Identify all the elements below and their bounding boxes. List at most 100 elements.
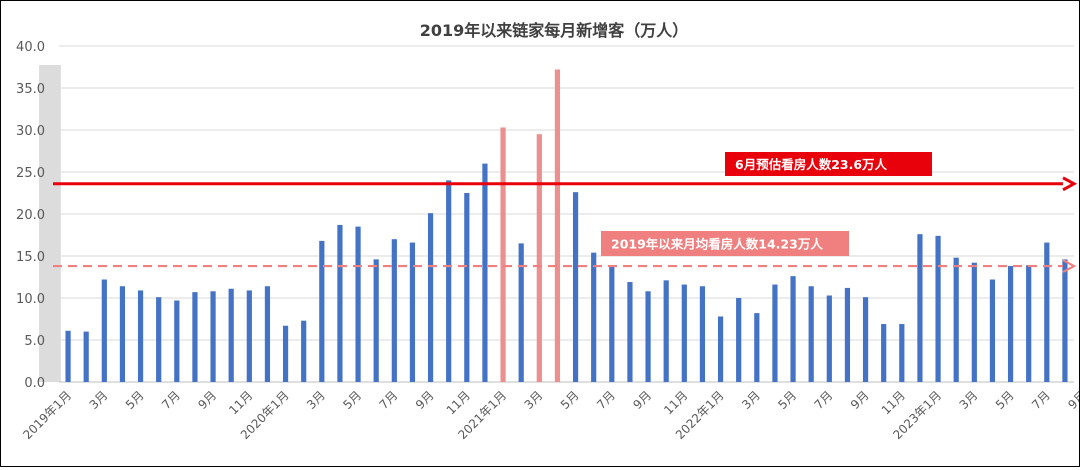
x-tick-label: 7月 (377, 388, 401, 412)
bar (1026, 265, 1032, 382)
bar (65, 330, 71, 382)
reference-label: 2019年以来月均看房人数14.23万人 (611, 237, 823, 252)
x-tick-label: 5月 (993, 388, 1017, 412)
x-tick-label: 5月 (775, 388, 799, 412)
x-tick-label: 5月 (340, 388, 364, 412)
bar (192, 292, 198, 382)
x-tick-label: 9月 (1065, 388, 1079, 412)
bar (554, 69, 561, 383)
bar (953, 257, 959, 382)
bar (319, 240, 325, 382)
bar (1062, 259, 1068, 382)
bar (736, 298, 742, 382)
bar (518, 243, 524, 382)
y-tick-label: 15.0 (16, 250, 45, 265)
y-tick-label: 0.0 (24, 376, 45, 391)
bar (772, 284, 778, 382)
x-tick-label: 7月 (159, 388, 183, 412)
bar (137, 290, 144, 382)
x-tick-label: 7月 (812, 388, 836, 412)
y-tick-label: 25.0 (16, 166, 45, 181)
bar (337, 224, 343, 382)
x-tick-label: 3月 (304, 388, 328, 412)
bar (427, 213, 434, 382)
bar (681, 284, 687, 382)
bar (446, 180, 452, 382)
y-tick-label: 35.0 (16, 82, 45, 97)
y-tick-label: 40.0 (16, 40, 45, 55)
bar (373, 259, 379, 382)
y-tick-label: 30.0 (16, 124, 45, 139)
y-tick-label: 20.0 (16, 208, 45, 223)
bar (899, 324, 905, 382)
bar (808, 286, 814, 382)
reference-label-box (725, 152, 932, 176)
x-tick-label: 11月 (879, 388, 908, 417)
bar (391, 239, 397, 382)
bar (627, 282, 633, 382)
bar (301, 320, 307, 382)
x-tick-label: 11月 (226, 388, 255, 417)
y-tick-label: 5.0 (24, 334, 45, 349)
reference-label: 6月预估看房人数23.6万人 (735, 157, 888, 172)
x-tick-label: 9月 (630, 388, 654, 412)
x-tick-label: 2019年1月 (20, 388, 74, 442)
bar (572, 192, 579, 382)
x-tick-label: 5月 (558, 388, 582, 412)
bar (500, 127, 506, 382)
bar (210, 291, 216, 382)
x-tick-label: 3月 (87, 388, 111, 412)
x-tick-label: 7月 (594, 388, 618, 412)
x-tick-label: 3月 (957, 388, 981, 412)
x-tick-label: 9月 (848, 388, 872, 412)
reference-arrow-icon (1062, 259, 1077, 274)
bar (246, 290, 252, 382)
x-tick-label: 7月 (1029, 388, 1053, 412)
x-tick-label: 9月 (413, 388, 437, 412)
bar (935, 235, 941, 382)
bar (482, 163, 488, 382)
x-tick-label: 5月 (123, 388, 147, 412)
bar (355, 226, 361, 382)
bar (971, 262, 977, 382)
x-tick-label: 9月 (195, 388, 219, 412)
bar (645, 291, 651, 382)
bar (409, 242, 416, 382)
x-tick-label: 11月 (661, 388, 690, 417)
bar (264, 286, 271, 382)
reference-label-box (601, 231, 849, 256)
bar (156, 297, 162, 382)
bar (101, 279, 107, 382)
bar (464, 193, 470, 382)
bar (989, 279, 996, 382)
bar (917, 234, 923, 382)
bar (862, 297, 869, 382)
bar (881, 324, 887, 382)
bar (228, 288, 234, 382)
bar (1007, 266, 1014, 382)
bar (591, 252, 597, 382)
shaded-period-region (39, 65, 61, 382)
x-tick-label: 3月 (739, 388, 763, 412)
bar (119, 286, 126, 382)
x-tick-label: 11月 (444, 388, 473, 417)
bar (83, 331, 89, 382)
bar (609, 266, 615, 382)
bar (826, 295, 832, 382)
bar (844, 287, 851, 382)
bar (1044, 242, 1050, 382)
x-tick-label: 3月 (522, 388, 546, 412)
bar (790, 276, 796, 382)
bar (536, 134, 542, 382)
y-tick-label: 10.0 (16, 292, 45, 307)
bar (174, 300, 180, 382)
reference-arrow-icon (1062, 176, 1078, 192)
chart-title: 2019年以来链家每月新增客（万人） (420, 21, 689, 40)
bar (754, 313, 760, 382)
bar (663, 280, 669, 382)
bar (699, 286, 706, 382)
bar (282, 325, 289, 382)
bar (717, 316, 724, 382)
